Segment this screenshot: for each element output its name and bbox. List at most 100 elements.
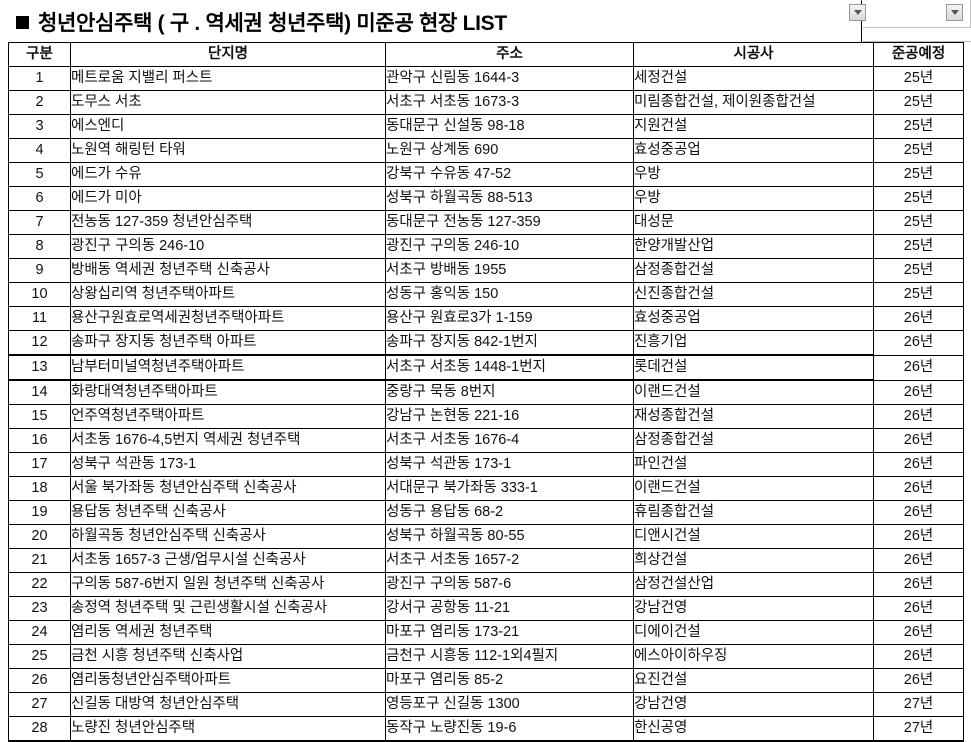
- cell-address[interactable]: 서대문구 북가좌동 333-1: [385, 476, 634, 501]
- cell-builder[interactable]: 세정건설: [633, 66, 874, 91]
- cell-address[interactable]: 서초구 방배동 1955: [385, 258, 634, 283]
- cell-name[interactable]: 에드가 미아: [70, 186, 386, 211]
- cell-year[interactable]: 26년: [873, 379, 964, 405]
- cell-builder[interactable]: 신진종합건설: [633, 282, 874, 307]
- cell-year[interactable]: 25년: [873, 210, 964, 235]
- cell-builder[interactable]: 희상건설: [633, 548, 874, 573]
- cell-address[interactable]: 영등포구 신길동 1300: [385, 692, 634, 717]
- cell-no[interactable]: 6: [8, 186, 71, 211]
- cell-name[interactable]: 용답동 청년주택 신축공사: [70, 500, 386, 525]
- cell-builder[interactable]: 우방: [633, 162, 874, 187]
- cell-address[interactable]: 강북구 수유동 47-52: [385, 162, 634, 187]
- cell-name[interactable]: 노량진 청년안심주택: [70, 716, 386, 742]
- cell-year[interactable]: 26년: [873, 452, 964, 477]
- cell-year[interactable]: 26년: [873, 620, 964, 645]
- cell-no[interactable]: 10: [8, 282, 71, 307]
- cell-address[interactable]: 중랑구 묵동 8번지: [385, 379, 634, 405]
- cell-no[interactable]: 9: [8, 258, 71, 283]
- column-header-address[interactable]: 주소: [385, 42, 634, 67]
- cell-no[interactable]: 11: [8, 306, 71, 331]
- cell-no[interactable]: 22: [8, 572, 71, 597]
- cell-builder[interactable]: 진흥기업: [633, 330, 874, 356]
- cell-year[interactable]: 25년: [873, 282, 964, 307]
- cell-name[interactable]: 서울 북가좌동 청년안심주택 신축공사: [70, 476, 386, 501]
- cell-no[interactable]: 1: [8, 66, 71, 91]
- cell-address[interactable]: 성북구 하월곡동 80-55: [385, 524, 634, 549]
- cell-year[interactable]: 25년: [873, 90, 964, 115]
- cell-name[interactable]: 메트로움 지밸리 퍼스트: [70, 66, 386, 91]
- cell-builder[interactable]: 강남건영: [633, 596, 874, 621]
- cell-address[interactable]: 동대문구 신설동 98-18: [385, 114, 634, 139]
- cell-address[interactable]: 강남구 논현동 221-16: [385, 404, 634, 429]
- cell-address[interactable]: 성동구 홍익동 150: [385, 282, 634, 307]
- column-header-builder[interactable]: 시공사: [633, 42, 874, 67]
- cell-no[interactable]: 17: [8, 452, 71, 477]
- cell-name[interactable]: 서초동 1657-3 근생/업무시설 신축공사: [70, 548, 386, 573]
- cell-address[interactable]: 동대문구 전농동 127-359: [385, 210, 634, 235]
- cell-year[interactable]: 26년: [873, 404, 964, 429]
- cell-address[interactable]: 관악구 신림동 1644-3: [385, 66, 634, 91]
- cell-address[interactable]: 노원구 상계동 690: [385, 138, 634, 163]
- cell-no[interactable]: 5: [8, 162, 71, 187]
- cell-name[interactable]: 남부터미널역청년주택아파트: [70, 354, 386, 381]
- cell-name[interactable]: 송파구 장지동 청년주택 아파트: [70, 330, 386, 356]
- cell-builder[interactable]: 효성중공업: [633, 306, 874, 331]
- cell-name[interactable]: 송정역 청년주택 및 근린생활시설 신축공사: [70, 596, 386, 621]
- cell-name[interactable]: 노원역 해링턴 타워: [70, 138, 386, 163]
- cell-builder[interactable]: 삼정종합건설: [633, 428, 874, 453]
- cell-year[interactable]: 25년: [873, 234, 964, 259]
- cell-year[interactable]: 26년: [873, 572, 964, 597]
- cell-year[interactable]: 26년: [873, 596, 964, 621]
- cell-name[interactable]: 용산구원효로역세권청년주택아파트: [70, 306, 386, 331]
- cell-address[interactable]: 서초구 서초동 1673-3: [385, 90, 634, 115]
- cell-year[interactable]: 26년: [873, 548, 964, 573]
- cell-name[interactable]: 광진구 구의동 246-10: [70, 234, 386, 259]
- cell-no[interactable]: 7: [8, 210, 71, 235]
- cell-year[interactable]: 25년: [873, 66, 964, 91]
- cell-builder[interactable]: 한신공영: [633, 716, 874, 742]
- cell-builder[interactable]: 대성문: [633, 210, 874, 235]
- cell-address[interactable]: 동작구 노량진동 19-6: [385, 716, 634, 742]
- cell-address[interactable]: 성북구 하월곡동 88-513: [385, 186, 634, 211]
- cell-no[interactable]: 14: [8, 379, 71, 405]
- cell-year[interactable]: 26년: [873, 306, 964, 331]
- cell-name[interactable]: 염리동 역세권 청년주택: [70, 620, 386, 645]
- cell-no[interactable]: 24: [8, 620, 71, 645]
- cell-year[interactable]: 27년: [873, 692, 964, 717]
- cell-year[interactable]: 26년: [873, 524, 964, 549]
- cell-address[interactable]: 서초구 서초동 1448-1번지: [385, 354, 634, 381]
- cell-builder[interactable]: 한양개발산업: [633, 234, 874, 259]
- cell-year[interactable]: 26년: [873, 330, 964, 356]
- cell-year[interactable]: 26년: [873, 668, 964, 693]
- cell-name[interactable]: 에스엔디: [70, 114, 386, 139]
- cell-no[interactable]: 3: [8, 114, 71, 139]
- column-header-name[interactable]: 단지명: [70, 42, 386, 67]
- cell-builder[interactable]: 파인건설: [633, 452, 874, 477]
- cell-builder[interactable]: 강남건영: [633, 692, 874, 717]
- cell-builder[interactable]: 요진건설: [633, 668, 874, 693]
- cell-name[interactable]: 하월곡동 청년안심주택 신축공사: [70, 524, 386, 549]
- cell-no[interactable]: 12: [8, 330, 71, 356]
- cell-no[interactable]: 15: [8, 404, 71, 429]
- cell-name[interactable]: 도무스 서초: [70, 90, 386, 115]
- cell-no[interactable]: 25: [8, 644, 71, 669]
- cell-no[interactable]: 26: [8, 668, 71, 693]
- cell-year[interactable]: 25년: [873, 138, 964, 163]
- cell-address[interactable]: 금천구 시흥동 112-1외4필지: [385, 644, 634, 669]
- cell-builder[interactable]: 효성중공업: [633, 138, 874, 163]
- autofilter-dropdown-left[interactable]: [849, 4, 866, 21]
- cell-builder[interactable]: 삼정건설산업: [633, 572, 874, 597]
- cell-no[interactable]: 19: [8, 500, 71, 525]
- cell-name[interactable]: 에드가 수유: [70, 162, 386, 187]
- cell-builder[interactable]: 휴림종합건설: [633, 500, 874, 525]
- cell-name[interactable]: 염리동청년안심주택아파트: [70, 668, 386, 693]
- cell-year[interactable]: 26년: [873, 354, 964, 381]
- cell-address[interactable]: 마포구 염리동 173-21: [385, 620, 634, 645]
- cell-year[interactable]: 25년: [873, 258, 964, 283]
- cell-no[interactable]: 13: [8, 354, 71, 381]
- cell-name[interactable]: 전농동 127-359 청년안심주택: [70, 210, 386, 235]
- cell-no[interactable]: 20: [8, 524, 71, 549]
- cell-builder[interactable]: 우방: [633, 186, 874, 211]
- cell-address[interactable]: 마포구 염리동 85-2: [385, 668, 634, 693]
- cell-builder[interactable]: 이랜드건설: [633, 476, 874, 501]
